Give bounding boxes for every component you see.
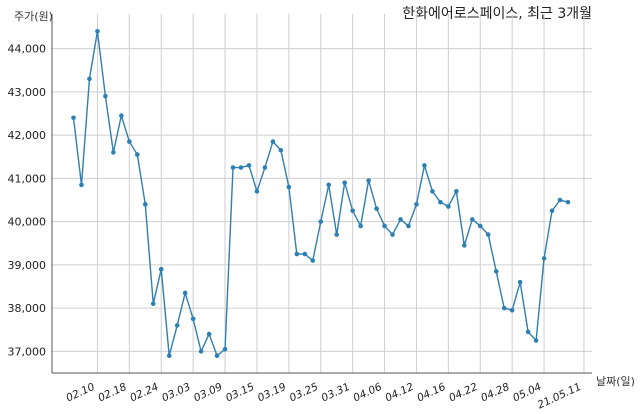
data-point [549, 208, 555, 214]
data-point [262, 165, 268, 170]
data-point [493, 269, 499, 274]
y-tick-label: 37,000 [8, 345, 47, 358]
data-point [350, 208, 355, 214]
data-point [127, 139, 132, 144]
x-tick-label: 03.15 [224, 381, 257, 405]
data-point [485, 232, 491, 237]
data-point [358, 223, 363, 229]
data-point [166, 353, 172, 358]
y-tick-label: 38,000 [8, 302, 47, 315]
y-axis-label: 주가(원) [14, 10, 53, 23]
x-tick-labels: 02.10 02.18 02.24 03.03 03.09 03.15 03.19 03.25… [64, 381, 583, 412]
data-point [326, 182, 332, 188]
data-point [406, 223, 411, 229]
data-point [557, 197, 563, 203]
data-point [310, 258, 316, 263]
data-point [246, 163, 252, 168]
data-point [238, 165, 244, 170]
data-point [158, 266, 164, 272]
data-point [509, 307, 515, 313]
data-point [438, 199, 443, 205]
data-point [469, 217, 475, 222]
data-point [318, 219, 324, 224]
axes [51, 14, 592, 374]
data-point [454, 189, 459, 194]
x-tick-label: 04.22 [447, 381, 480, 405]
data-point [414, 202, 419, 207]
data-point [174, 323, 180, 328]
x-tick-label: 04.06 [352, 381, 385, 405]
x-tick-label: 03.03 [160, 381, 192, 405]
data-point [565, 199, 571, 205]
x-tick-label: 03.31 [320, 381, 352, 405]
data-point [342, 180, 347, 185]
data-point [382, 223, 387, 229]
data-point [462, 243, 467, 248]
data-point [278, 147, 284, 153]
x-tick-label: 03.19 [256, 381, 289, 405]
data-point [214, 353, 220, 358]
series [71, 29, 571, 358]
data-point [95, 29, 100, 34]
x-tick-label: 02.24 [128, 381, 160, 405]
x-tick-label: 03.25 [288, 381, 321, 405]
data-point [430, 189, 435, 194]
data-point [222, 346, 228, 352]
data-point [142, 202, 148, 207]
x-axis-label: 날짜(일) [596, 374, 635, 388]
data-point [111, 150, 116, 155]
y-tick-label: 44,000 [8, 43, 47, 56]
data-point [390, 232, 395, 237]
data-point [541, 256, 547, 261]
data-point [254, 189, 260, 194]
chart-title: 한화에어로스페이스, 최근 3개월 [402, 6, 592, 22]
y-tick-label: 39,000 [8, 259, 47, 272]
gridlines [52, 14, 592, 373]
data-point [119, 113, 124, 118]
x-tick-label: 02.10 [64, 381, 97, 405]
x-tick-label: 04.16 [415, 381, 448, 405]
data-point [446, 204, 451, 209]
x-tick-label: 04.12 [383, 381, 416, 405]
data-point [533, 338, 539, 343]
data-point [71, 115, 76, 121]
data-point [286, 184, 292, 190]
data-point [398, 217, 403, 222]
x-tick-label: 04.28 [479, 381, 512, 405]
data-point [334, 232, 340, 237]
y-tick-labels: 37,000 38,000 39,000 40,000 41,000 42,000 43,0… [8, 43, 47, 359]
x-tick-label: 03.09 [192, 381, 225, 405]
data-point [230, 165, 236, 170]
data-point [501, 305, 507, 311]
data-point [477, 223, 483, 229]
data-point [79, 182, 84, 188]
data-point [87, 76, 92, 82]
y-tick-label: 40,000 [8, 216, 47, 229]
x-tick-label: 21.05.11 [536, 381, 583, 412]
data-point [294, 251, 300, 257]
y-tick-label: 43,000 [8, 86, 47, 99]
data-point [302, 251, 308, 257]
data-point [135, 152, 140, 157]
data-point [374, 206, 379, 211]
data-point [150, 301, 156, 307]
data-point [366, 178, 371, 183]
data-point [525, 329, 531, 335]
y-tick-label: 41,000 [8, 172, 47, 185]
data-point [206, 331, 212, 337]
data-point [517, 279, 523, 285]
data-point [270, 139, 276, 144]
data-point [182, 290, 188, 296]
x-tick-label: 02.18 [96, 381, 129, 405]
data-point [190, 316, 196, 322]
data-point [198, 349, 204, 354]
data-point [103, 93, 108, 99]
data-point [422, 163, 427, 168]
y-tick-label: 42,000 [8, 129, 47, 142]
